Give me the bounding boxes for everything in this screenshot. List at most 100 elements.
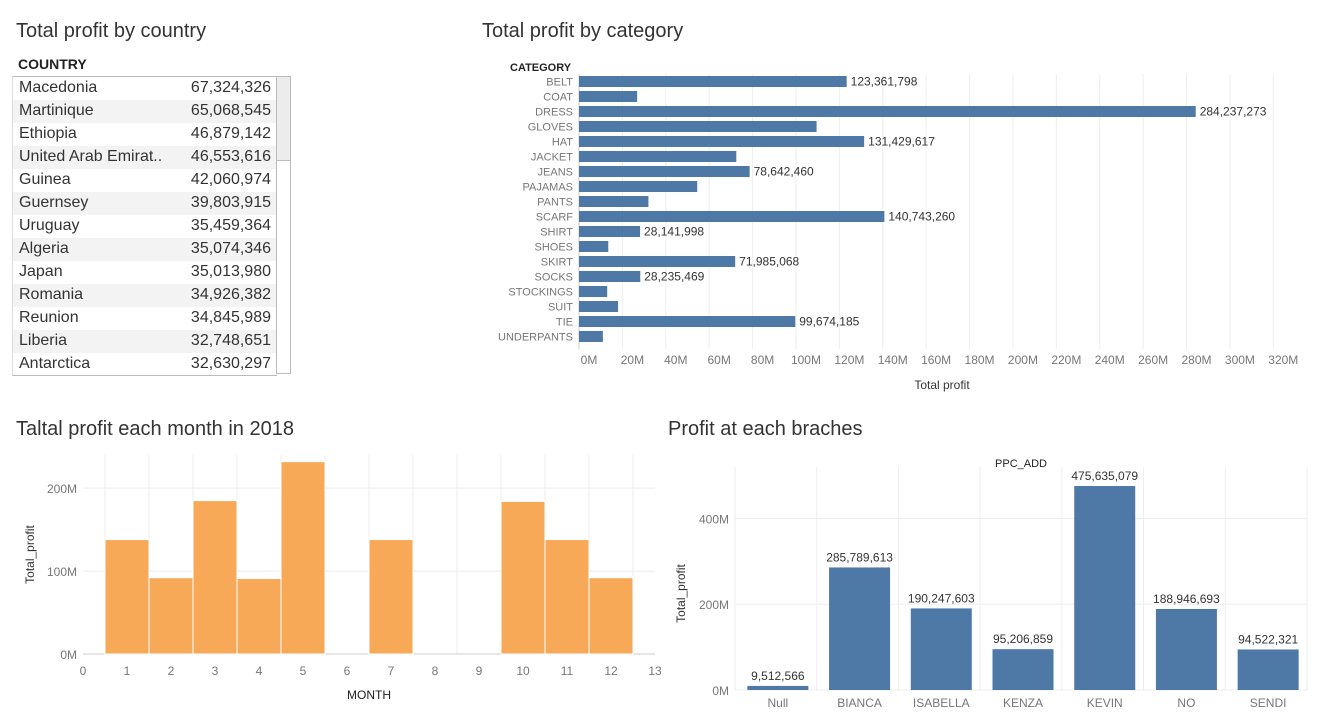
category-bar[interactable] [579, 151, 737, 162]
category-label: JACKET [531, 152, 573, 164]
country-name: Antarctica [19, 355, 91, 372]
country-profit: 39,803,915 [190, 194, 271, 211]
category-bar[interactable] [579, 331, 603, 342]
category-label: SHIRT [540, 227, 573, 239]
x-tick-label: 5 [300, 664, 307, 678]
category-bar[interactable] [579, 181, 698, 192]
category-bar[interactable] [579, 271, 641, 282]
branches-bar-chart: PPC_ADD 0M 200M 400M 9,512,566 Null 285,789,61… [674, 458, 1308, 710]
month-bar[interactable] [236, 578, 282, 655]
table-row[interactable]: Liberia 32,748,651 [13, 330, 277, 353]
branch-bar[interactable] [747, 685, 809, 690]
x-tick-label: 40M [664, 353, 687, 367]
category-bar[interactable] [579, 106, 1196, 117]
y-tick-label: 0M [712, 684, 729, 698]
branch-bar[interactable] [992, 649, 1054, 690]
table-row[interactable]: Ethiopia 46,879,142 [13, 123, 277, 146]
country-name: Guernsey [19, 194, 89, 211]
table-row[interactable]: Macedonia 67,324,326 [13, 77, 277, 100]
category-bar[interactable] [579, 76, 847, 87]
table-row[interactable]: Japan 35,013,980 [13, 261, 277, 284]
month-bar[interactable] [500, 500, 546, 655]
bar-data-label: 188,946,693 [1153, 592, 1220, 606]
month-bar[interactable] [544, 539, 590, 655]
month-bar[interactable] [368, 539, 414, 655]
category-bar[interactable] [579, 121, 817, 132]
country-column-header[interactable]: COUNTRY [18, 56, 87, 72]
month-bar[interactable] [148, 577, 194, 655]
table-row[interactable]: Reunion 34,845,989 [13, 307, 277, 330]
branch-bar[interactable] [829, 567, 891, 690]
branch-bar[interactable] [1074, 486, 1136, 690]
x-tick-label: 60M [708, 353, 731, 367]
table-row[interactable]: Guernsey 39,803,915 [13, 192, 277, 215]
category-bar[interactable] [579, 211, 885, 222]
category-bar[interactable] [579, 91, 638, 102]
country-table: COUNTRY Macedonia 67,324,326 Martinique 65,… [12, 54, 292, 376]
country-rows: Macedonia 67,324,326 Martinique 65,068,545 E… [12, 76, 277, 376]
branch-bar[interactable] [1237, 649, 1299, 690]
category-bar[interactable] [579, 136, 865, 147]
month-bar[interactable] [192, 500, 238, 655]
branch-bar[interactable] [910, 608, 972, 690]
scrollbar-thumb[interactable] [277, 77, 290, 161]
table-row[interactable]: United Arab Emirat.. 46,553,616 [13, 146, 277, 169]
month-bar[interactable] [104, 539, 150, 655]
y-tick-label: 400M [699, 512, 729, 526]
country-name: Algeria [19, 240, 69, 257]
category-bar[interactable] [579, 166, 750, 177]
category-label: BELT [546, 77, 573, 89]
table-row[interactable]: Martinique 65,068,545 [13, 100, 277, 123]
country-name: Liberia [19, 332, 68, 349]
branches-chart-title: Profit at each braches [668, 418, 863, 440]
x-tick-label: 140M [878, 353, 908, 367]
x-tick-label: 0M [581, 353, 598, 367]
x-tick-label: 0 [80, 664, 87, 678]
x-tick-label: BIANCA [837, 696, 882, 710]
x-tick-label: KEVIN [1087, 696, 1123, 710]
month-bar[interactable] [280, 461, 326, 655]
y-tick-label: 0M [60, 648, 77, 662]
table-row[interactable]: Antarctica 32,630,297 [13, 353, 277, 375]
bar-data-label: 131,429,617 [868, 135, 935, 149]
category-bar[interactable] [579, 286, 608, 297]
country-profit: 34,926,382 [190, 286, 271, 303]
bar-data-label: 95,206,859 [993, 632, 1053, 646]
bar-data-label: 94,522,321 [1238, 632, 1298, 646]
category-bar[interactable] [579, 241, 609, 252]
category-label: SUIT [548, 302, 573, 314]
category-label: SCARF [536, 212, 574, 224]
bar-data-label: 284,237,273 [1200, 105, 1267, 119]
category-bar[interactable] [579, 301, 619, 312]
category-axis-header: CATEGORY [510, 62, 572, 74]
table-scrollbar[interactable] [276, 76, 291, 374]
table-row[interactable]: Algeria 35,074,346 [13, 238, 277, 261]
x-tick-label: 80M [751, 353, 774, 367]
country-profit: 35,013,980 [190, 263, 271, 280]
month-bar[interactable] [588, 577, 634, 655]
x-tick-label: 8 [432, 664, 439, 678]
category-bar[interactable] [579, 256, 736, 267]
x-tick-label: Null [768, 696, 789, 710]
x-tick-label: 11 [561, 664, 574, 678]
category-label: SKIRT [541, 257, 573, 269]
y-axis-title: Total_profit [23, 524, 37, 583]
bar-data-label: 9,512,566 [751, 669, 805, 683]
branch-bar[interactable] [1155, 608, 1217, 690]
table-row[interactable]: Guinea 42,060,974 [13, 169, 277, 192]
category-bar[interactable] [579, 196, 649, 207]
category-label: SHOES [534, 242, 573, 254]
category-bar[interactable] [579, 226, 641, 237]
bar-data-label: 285,789,613 [826, 550, 893, 564]
country-name: United Arab Emirat.. [19, 148, 163, 165]
table-row[interactable]: Uruguay 35,459,364 [13, 215, 277, 238]
x-tick-label: 2 [168, 664, 175, 678]
category-bar[interactable] [579, 316, 796, 327]
x-tick-label: ISABELLA [913, 696, 970, 710]
x-tick-label: 13 [648, 664, 662, 678]
bar-data-label: 140,743,260 [888, 210, 955, 224]
table-row[interactable]: Romania 34,926,382 [13, 284, 277, 307]
y-tick-label: 100M [47, 565, 77, 579]
country-profit: 42,060,974 [190, 171, 271, 188]
x-tick-label: NO [1177, 696, 1195, 710]
